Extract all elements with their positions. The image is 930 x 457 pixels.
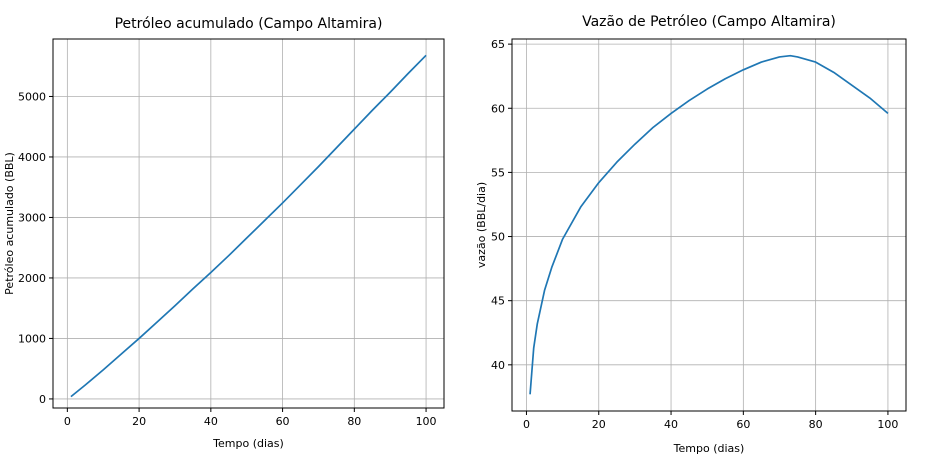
x-tick-label: 100 <box>877 418 898 431</box>
x-tick-label: 60 <box>736 418 750 431</box>
y-tick-label: 4000 <box>18 151 46 164</box>
y-tick-label: 55 <box>491 166 505 179</box>
x-tick-label: 20 <box>592 418 606 431</box>
x-tick-label: 0 <box>64 415 71 428</box>
x-tick-label: 80 <box>809 418 823 431</box>
x-tick-label: 80 <box>347 415 361 428</box>
x-tick-label: 20 <box>132 415 146 428</box>
x-tick-label: 0 <box>523 418 530 431</box>
x-tick-label: 40 <box>204 415 218 428</box>
y-tick-label: 45 <box>491 295 505 308</box>
y-tick-label: 3000 <box>18 211 46 224</box>
series-line <box>70 54 427 398</box>
y-tick-label: 2000 <box>18 272 46 285</box>
grid <box>512 39 906 411</box>
grid <box>53 39 444 408</box>
plot-frame <box>511 38 907 412</box>
y-tick-label: 5000 <box>18 90 46 103</box>
x-tick-label: 40 <box>664 418 678 431</box>
y-tick-label: 65 <box>491 38 505 51</box>
x-tick-label: 60 <box>276 415 290 428</box>
y-tick-label: 1000 <box>18 332 46 345</box>
chart-title: Petróleo acumulado (Campo Altamira) <box>115 16 383 32</box>
chart-title: Vazão de Petróleo (Campo Altamira) <box>582 14 836 30</box>
series-line <box>529 54 889 395</box>
plot-frame <box>52 38 445 409</box>
y-axis-label: vazão (BBL/dia) <box>475 182 488 268</box>
ticks: 0 20 40 60 80 100 40 45 50 55 60 65 <box>491 38 898 431</box>
x-axis-label: Tempo (dias) <box>673 442 745 455</box>
y-tick-label: 40 <box>491 359 505 372</box>
y-tick-label: 0 <box>39 393 46 406</box>
x-axis-label: Tempo (dias) <box>212 437 284 450</box>
chart-oil-rate: 0 20 40 60 80 100 40 45 50 55 60 65 Vazão de Petról… <box>475 14 907 455</box>
y-tick-label: 50 <box>491 231 505 244</box>
x-tick-label: 100 <box>416 415 437 428</box>
y-tick-label: 60 <box>491 102 505 115</box>
y-axis-label: Petróleo acumulado (BBL) <box>3 152 16 295</box>
